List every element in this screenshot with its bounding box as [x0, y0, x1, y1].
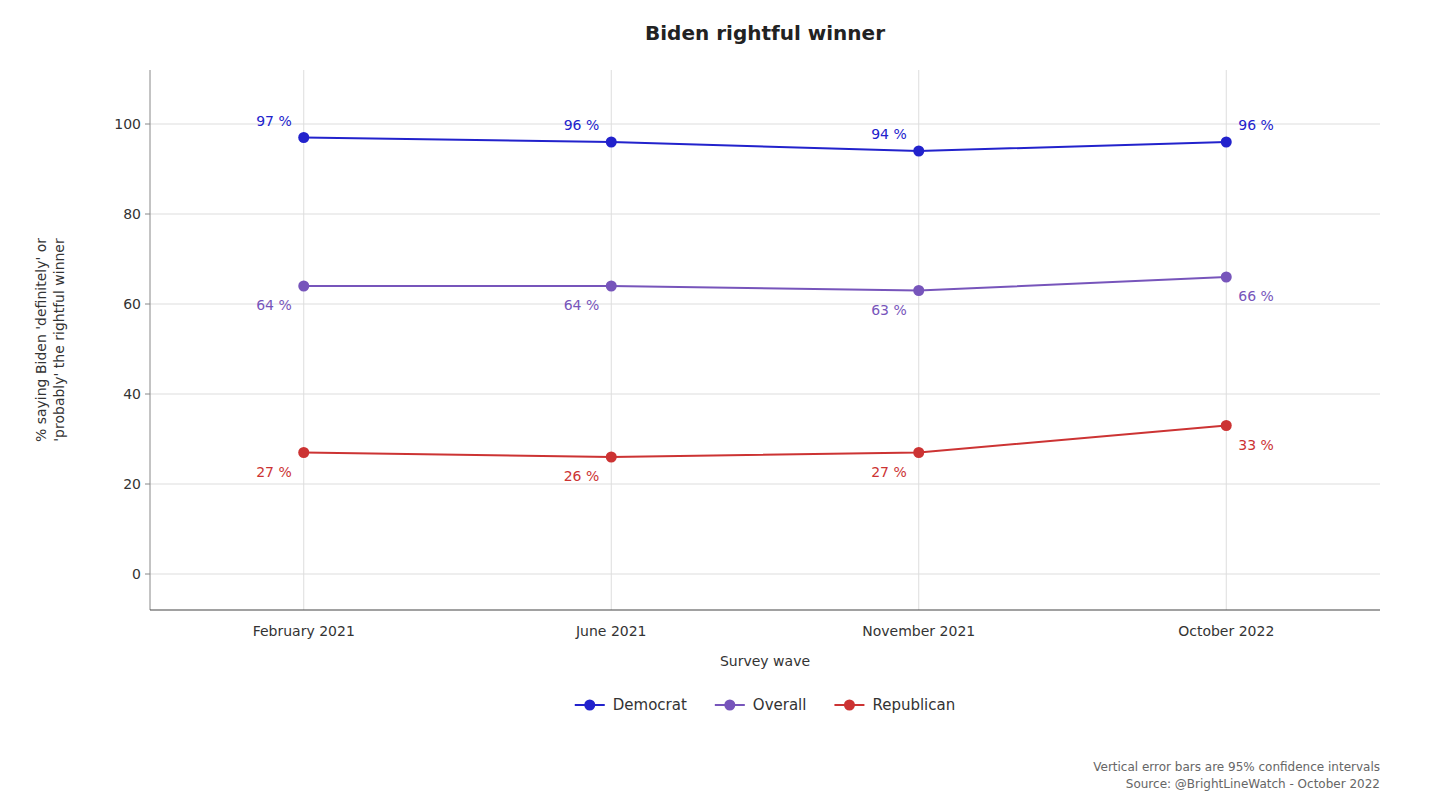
- point: [1221, 272, 1232, 283]
- point: [298, 447, 309, 458]
- point: [606, 281, 617, 292]
- legend-label: Republican: [872, 696, 955, 714]
- legend-item: Republican: [834, 696, 955, 714]
- x-tick-label: June 2021: [575, 623, 647, 639]
- y-tick: [145, 214, 150, 215]
- data-label: 26 %: [564, 468, 600, 484]
- point: [298, 281, 309, 292]
- x-axis-line: [150, 609, 1380, 610]
- y-tick: [145, 574, 150, 575]
- grid-line: [150, 574, 1380, 575]
- y-tick: [145, 124, 150, 125]
- y-tick-label: 60: [123, 296, 141, 312]
- grid-line-x: [1226, 70, 1227, 610]
- point: [1221, 420, 1232, 431]
- legend-label: Overall: [753, 696, 807, 714]
- data-label: 66 %: [1238, 288, 1274, 304]
- series-line: [304, 277, 1227, 291]
- y-tick-label: 100: [114, 116, 141, 132]
- grid-line: [150, 304, 1380, 305]
- plot-data: [298, 132, 1232, 463]
- legend-marker: [844, 700, 855, 711]
- y-tick: [145, 484, 150, 485]
- grid-line: [150, 124, 1380, 125]
- data-labels: 97 % 96 % 94 % 96 % 64 % 64 % 63 % 66 % 27 % 26 %…: [256, 113, 1274, 485]
- y-tick-label: 40: [123, 386, 141, 402]
- y-axis-label-line: % saying Biden 'definitely' or: [33, 238, 49, 442]
- data-label: 94 %: [871, 126, 907, 142]
- point: [1221, 137, 1232, 148]
- grid: [150, 70, 1380, 610]
- y-tick: [145, 304, 150, 305]
- data-label: 64 %: [256, 297, 292, 313]
- x-tick-label: November 2021: [862, 623, 975, 639]
- point: [913, 447, 924, 458]
- legend-marker: [724, 700, 735, 711]
- data-label: 63 %: [871, 302, 907, 318]
- annotation-line: Source: @BrightLineWatch - October 2022: [1126, 777, 1380, 791]
- grid-line: [150, 484, 1380, 485]
- y-axis-label: % saying Biden 'definitely' or'probably'…: [33, 238, 67, 442]
- point: [298, 132, 309, 143]
- grid-line-x: [303, 70, 304, 610]
- point: [606, 137, 617, 148]
- data-label: 96 %: [564, 117, 600, 133]
- data-label: 64 %: [564, 297, 600, 313]
- point: [913, 285, 924, 296]
- legend-label: Democrat: [613, 696, 687, 714]
- series-line: [304, 426, 1227, 458]
- data-label: 96 %: [1238, 117, 1274, 133]
- data-label: 27 %: [871, 464, 907, 480]
- title: Biden rightful winner: [645, 21, 885, 45]
- point: [606, 452, 617, 463]
- y-tick-label: 80: [123, 206, 141, 222]
- y-tick-label: 20: [123, 476, 141, 492]
- grid-line: [150, 214, 1380, 215]
- y-tick-label: 0: [132, 566, 141, 582]
- legend: Democrat Overall Republican: [575, 696, 955, 714]
- legend-item: Democrat: [575, 696, 687, 714]
- point: [913, 146, 924, 157]
- annotation-line: Vertical error bars are 95% confidence i…: [1093, 760, 1380, 774]
- legend-marker: [584, 700, 595, 711]
- data-label: 27 %: [256, 464, 292, 480]
- data-label: 97 %: [256, 113, 292, 129]
- series-line: [304, 138, 1227, 152]
- x-axis-label: Survey wave: [720, 653, 810, 669]
- y-axis-line: [150, 70, 151, 610]
- y-tick: [145, 394, 150, 395]
- grid-line: [150, 394, 1380, 395]
- x-tick-label: October 2022: [1178, 623, 1274, 639]
- annotation: Vertical error bars are 95% confidence i…: [1093, 760, 1380, 791]
- data-label: 33 %: [1238, 437, 1274, 453]
- grid-line-x: [611, 70, 612, 610]
- x-tick-label: February 2021: [253, 623, 355, 639]
- chart: 0 20 40 60 80 100 February 2021 June 2021 Novemb…: [0, 0, 1430, 800]
- legend-item: Overall: [715, 696, 807, 714]
- y-axis-label-line: 'probably' the rightful winner: [51, 238, 67, 442]
